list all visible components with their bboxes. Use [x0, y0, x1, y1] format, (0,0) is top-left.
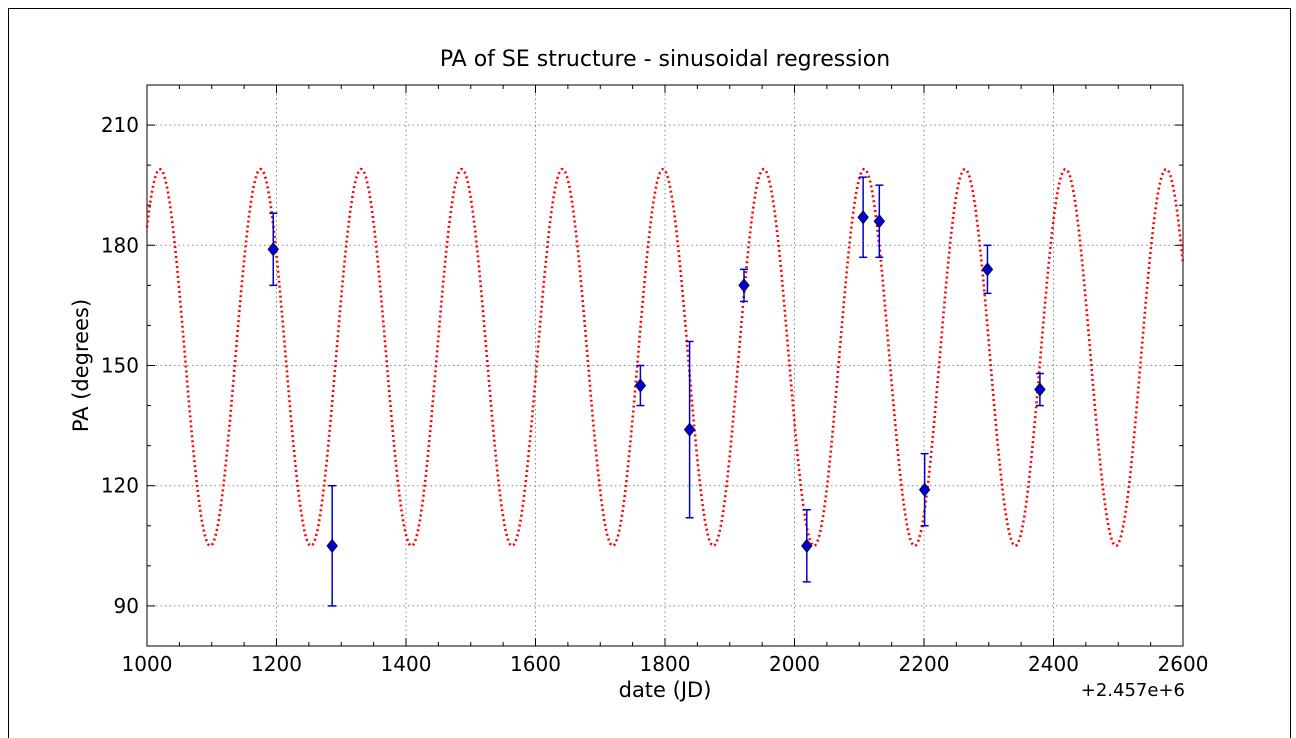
error-bars: [269, 176, 1044, 607]
data-point-marker: [738, 278, 750, 293]
x-tick-label: 1000: [122, 652, 173, 676]
x-tick-label: 2200: [899, 652, 950, 676]
figure-frame: [8, 8, 1291, 738]
x-axis-label: date (JD): [619, 678, 712, 702]
x-axis-offset-label: +2.457e+6: [1081, 680, 1185, 701]
x-tick-label: 1800: [640, 652, 691, 676]
y-tick-label: 180: [101, 233, 139, 257]
y-tick-label: 90: [114, 594, 139, 618]
y-tick-label: 150: [101, 354, 139, 378]
x-tick-label: 2400: [1028, 652, 1079, 676]
data-points: [267, 210, 1046, 553]
data-point-marker: [918, 482, 931, 497]
y-tick-labels: 90 120 150 180 210: [101, 113, 139, 618]
y-tick-label: 210: [101, 113, 139, 137]
x-tick-label: 1400: [381, 652, 432, 676]
x-tick-label: 2000: [769, 652, 820, 676]
x-tick-labels: 1000 1200 1400 1600 1800 2000 2200 2400 2600: [122, 652, 1209, 676]
x-tick-label: 2600: [1158, 652, 1209, 676]
chart-title: PA of SE structure - sinusoidal regressi…: [440, 47, 890, 72]
x-tick-label: 1600: [510, 652, 561, 676]
data-point-marker: [801, 538, 813, 553]
data-point-marker: [267, 242, 279, 257]
data-point-marker: [683, 422, 696, 437]
y-axis-label: PA (degrees): [69, 299, 93, 432]
data-point-marker: [634, 378, 647, 393]
data-point-marker: [857, 210, 869, 225]
data-point-marker: [981, 262, 994, 277]
y-tick-label: 120: [101, 474, 139, 498]
data-point-marker: [1034, 382, 1046, 397]
grid-lines: [146, 85, 1184, 646]
x-tick-label: 1200: [251, 652, 302, 676]
axis-ticks: [146, 84, 1184, 647]
data-point-marker: [873, 214, 886, 229]
data-point-marker: [326, 538, 338, 553]
